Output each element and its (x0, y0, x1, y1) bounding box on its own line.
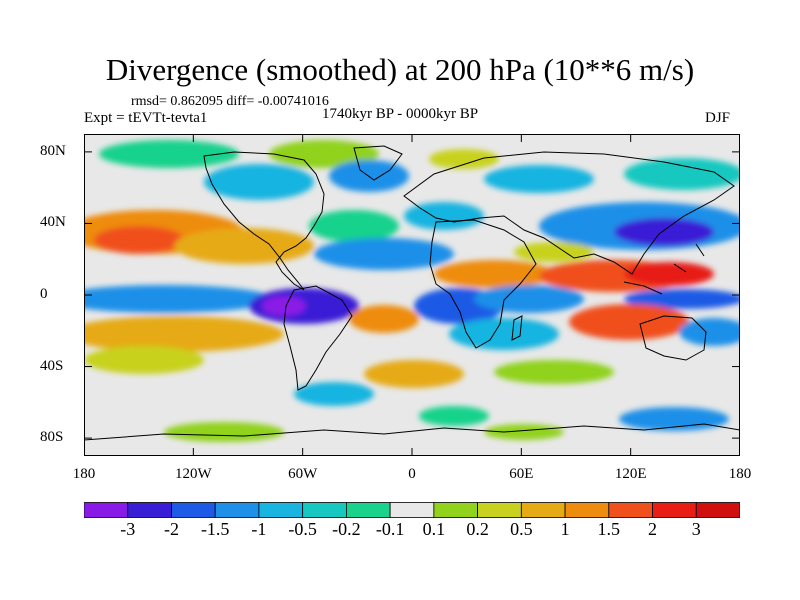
experiment-label: Expt = tEVTt-tevta1 (84, 110, 208, 126)
colorbar-swatch (477, 502, 522, 518)
field-patch (309, 210, 399, 242)
lon-tick-label: 60E (509, 466, 534, 482)
lon-tick-label: 120W (174, 466, 212, 482)
field-patch (619, 407, 729, 431)
lon-tick-label: 180 (728, 466, 752, 482)
colorbar (84, 502, 740, 518)
tick-marks (84, 134, 740, 456)
colorbar-label: -0.5 (288, 519, 317, 539)
field-patch (404, 202, 484, 230)
colorbar-swatch (695, 502, 740, 518)
colorbar-label: -0.1 (375, 519, 405, 539)
field-patch (204, 164, 314, 200)
lat-tick-label: 80S (40, 429, 64, 446)
field-patch (84, 285, 274, 313)
colorbar-label: 0.2 (466, 519, 489, 539)
lat-tick-label: 40S (40, 357, 64, 374)
colorbar-label: 0.1 (422, 519, 446, 539)
field-patch (94, 226, 184, 254)
colorbar-label: 1 (560, 519, 570, 539)
colorbar-swatch (214, 502, 260, 518)
colorbar-label: 0.5 (510, 519, 533, 539)
coastline-australia (639, 315, 707, 361)
lon-tick-label: 60W (288, 466, 318, 482)
lon-tick-label: 180 (72, 466, 96, 482)
plot-title: Divergence (smoothed) at 200 hPa (10**6 … (105, 52, 695, 87)
colorbar-swatch (127, 502, 172, 518)
field-patch (494, 360, 614, 384)
colorbar-swatch (389, 502, 435, 518)
colorbar-swatch (433, 502, 479, 518)
field-patch (484, 165, 594, 193)
field-patch (262, 296, 306, 316)
field-patch (449, 318, 559, 350)
lat-tick-label: 0 (40, 286, 48, 302)
coastlines (84, 145, 740, 441)
colorbar-swatch (345, 502, 391, 518)
colorbar-swatch (608, 502, 653, 518)
lon-tick-label: 120E (614, 466, 647, 482)
field-patch (364, 360, 464, 388)
field-patch (614, 218, 714, 246)
divergence-map (84, 134, 740, 456)
stats-label: rmsd= 0.862095 diff= -0.00741016 (131, 94, 329, 109)
field-patch (294, 382, 374, 406)
coastline-antarctica (84, 423, 740, 441)
lat-tick-label: 80N (40, 142, 66, 159)
colorbar-label: -2 (163, 519, 179, 539)
colorbar-swatch (84, 502, 129, 518)
coastline-eurasia (403, 151, 735, 275)
field-patch (84, 316, 284, 352)
season-label: DJF (705, 110, 731, 126)
colorbar-label: 2 (648, 519, 658, 539)
field-patch (174, 228, 314, 264)
field-patch (434, 260, 554, 288)
colorbar-label: -3 (120, 519, 136, 539)
colorbar-swatch (302, 502, 347, 518)
divergence-field (84, 134, 740, 456)
colorbar-label: 1.5 (597, 519, 621, 539)
colorbar-label: 3 (691, 519, 701, 539)
coastline-south-america (283, 285, 353, 391)
colorbar-label: -1.5 (200, 519, 230, 539)
field-patch (349, 305, 419, 333)
colorbar-swatch (564, 502, 610, 518)
coastline-africa (429, 219, 537, 349)
colorbar-label: -1 (251, 519, 267, 539)
field-patch (269, 140, 379, 168)
colorbar-swatch (652, 502, 697, 518)
field-patch (419, 406, 489, 426)
field-patch (84, 346, 204, 374)
colorbar-swatch (171, 502, 216, 518)
field-patch (514, 242, 594, 262)
field-patch (429, 149, 499, 169)
coastline-greenland (353, 145, 403, 181)
coastline-north-america (203, 151, 325, 291)
lon-tick-label: 0 (408, 466, 416, 482)
colorbar-label: -0.2 (332, 519, 361, 539)
field-patch (484, 424, 564, 440)
field-patch (99, 140, 239, 168)
field-patch (164, 422, 284, 442)
field-patch (679, 318, 740, 346)
field-patch (624, 158, 740, 190)
coastline-madagascar (511, 315, 523, 341)
field-patch (314, 238, 454, 270)
field-patch (624, 289, 740, 309)
field-patch (474, 285, 584, 313)
colorbar-swatch (258, 502, 304, 518)
coastline-islands (623, 243, 705, 295)
period-label: 1740kyr BP - 0000kyr BP (322, 106, 479, 122)
field-patch (624, 262, 714, 286)
lat-tick-label: 40N (40, 214, 66, 231)
field-patch (569, 304, 689, 340)
colorbar-swatch (520, 502, 566, 518)
